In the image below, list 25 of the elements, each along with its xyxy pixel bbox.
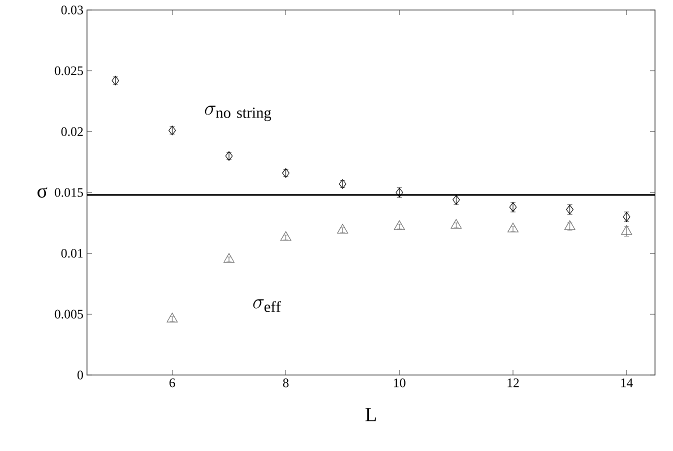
x-tick-label: 10 [394, 378, 406, 388]
x-tick-label: 12 [508, 378, 519, 388]
point [166, 312, 178, 322]
x-tick-label: 14 [621, 378, 633, 388]
point [394, 220, 405, 230]
y-tick-label: 0 [78, 370, 83, 380]
point [564, 220, 576, 230]
y-tick-label: 0.005 [54, 310, 83, 319]
y-axis-title: σ [38, 187, 48, 198]
annotation: $\sigma_{\mathrm{eff}}$ [253, 299, 281, 312]
y-tick-label: 0.025 [54, 66, 83, 76]
point [337, 224, 348, 234]
y-tick-label: 0.02 [61, 127, 83, 136]
y-tick-label: 0.01 [61, 248, 83, 258]
point [450, 219, 462, 229]
y-tick-label: 0.015 [54, 188, 83, 197]
x-tick-label: 8 [283, 378, 289, 388]
point [621, 225, 632, 235]
point [280, 231, 292, 241]
x-tick-label: 6 [170, 378, 176, 388]
y-tick-label: 0.03 [61, 6, 83, 14]
point [508, 222, 518, 232]
point [224, 253, 234, 263]
annotation: $\sigma_{\mathrm{no\ string}}$ [204, 106, 272, 122]
x-axis-title: L [365, 408, 376, 422]
